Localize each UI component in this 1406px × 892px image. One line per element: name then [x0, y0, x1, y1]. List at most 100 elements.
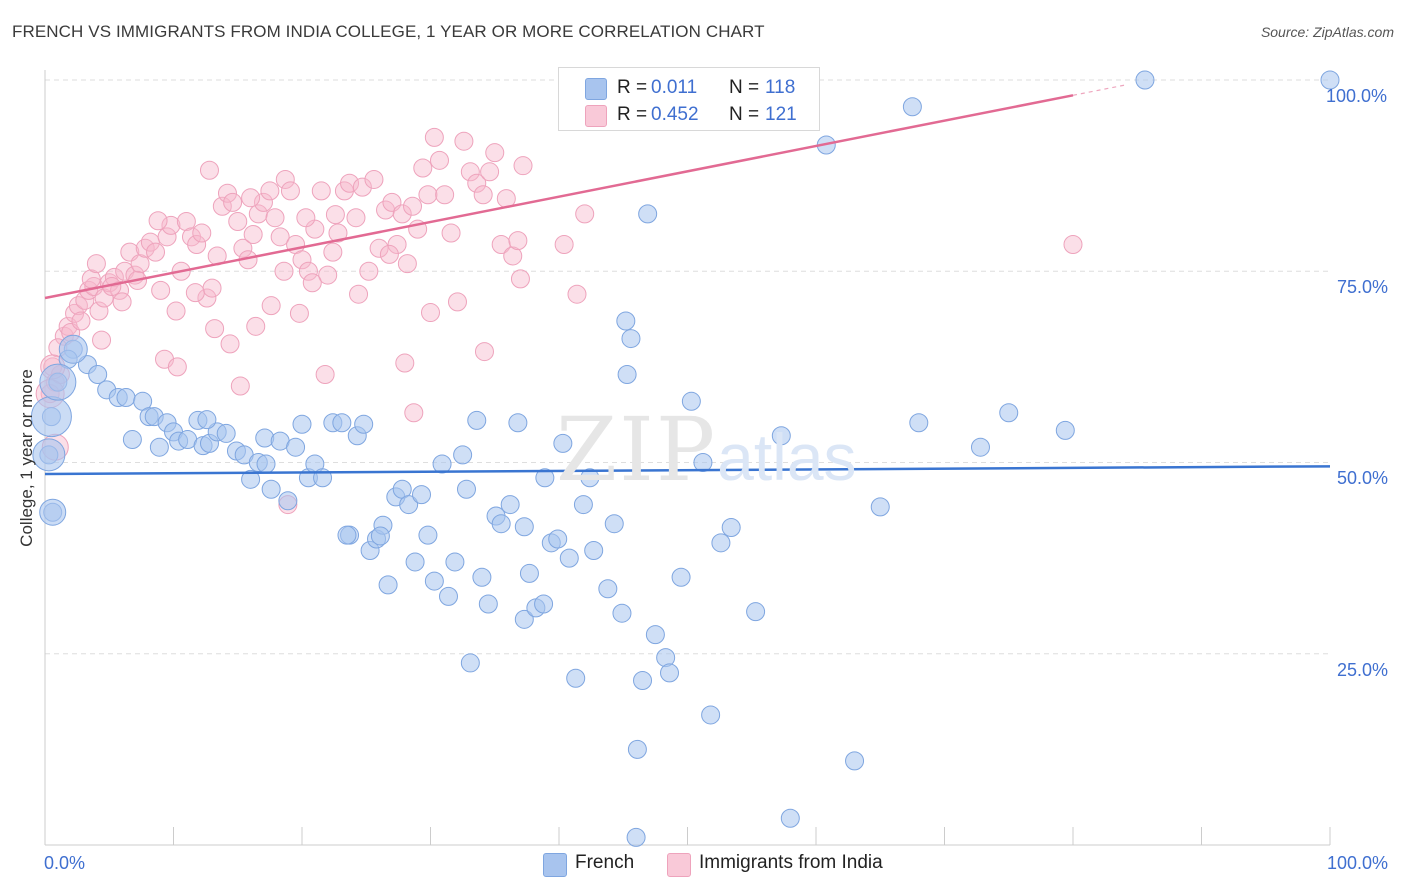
india-point — [513, 156, 533, 176]
legend-n-value-india: 121 — [765, 104, 797, 125]
grid-lines — [45, 79, 1330, 655]
india-point — [404, 403, 424, 423]
watermark-atlas: atlas — [717, 420, 857, 494]
india-point — [253, 192, 273, 212]
french-point — [424, 571, 444, 591]
india-point — [346, 208, 366, 228]
india-point — [485, 143, 505, 163]
legend-row-french: R = 0.011 N = 118 — [559, 74, 819, 102]
french-point — [701, 705, 721, 725]
india-point — [392, 204, 412, 224]
india-point — [187, 234, 207, 254]
french-point — [116, 387, 136, 407]
french-point — [970, 437, 990, 457]
french-point — [292, 414, 312, 434]
india-point — [176, 212, 196, 232]
french-point — [370, 526, 390, 546]
india-point — [421, 303, 440, 323]
french-point — [627, 739, 647, 759]
india-point — [135, 238, 155, 258]
french-point — [645, 625, 665, 645]
india-trend-line — [44, 94, 1074, 300]
french-point — [378, 575, 398, 595]
india-point — [71, 311, 91, 331]
french-point — [491, 514, 511, 534]
french-point — [573, 495, 593, 515]
french-legend-swatch — [543, 853, 567, 877]
french-point — [278, 491, 298, 511]
india-point — [328, 223, 348, 243]
french-point — [909, 413, 929, 433]
french-point — [681, 391, 701, 411]
french-point — [999, 403, 1019, 423]
french-point — [604, 514, 624, 534]
french-point — [534, 594, 554, 614]
french-point — [197, 410, 217, 430]
india-legend-label: Immigrants from India — [699, 852, 883, 873]
source-label: Source: ZipAtlas.com — [1260, 24, 1394, 40]
legend-row-india: R = 0.452 N = 121 — [559, 101, 819, 129]
india-point — [1063, 234, 1083, 254]
french-point — [535, 468, 555, 488]
french-point — [88, 365, 108, 385]
india-point — [243, 225, 263, 245]
french-point — [780, 808, 800, 828]
french-point — [514, 517, 534, 537]
french-point — [445, 552, 465, 572]
india-point — [379, 244, 399, 264]
french-point — [671, 567, 691, 587]
french-point — [584, 540, 604, 560]
india-point — [92, 330, 112, 350]
india-point — [296, 208, 316, 228]
french-point — [337, 525, 357, 545]
french-point — [617, 365, 637, 385]
trend-lines — [44, 84, 1331, 476]
india-point — [275, 169, 295, 189]
india-point — [270, 227, 290, 247]
french-point — [519, 563, 539, 583]
french-point — [286, 437, 306, 457]
india-point — [192, 223, 212, 243]
french-point — [711, 533, 731, 553]
india-point — [352, 177, 372, 197]
india-point — [115, 261, 135, 281]
french-point — [472, 567, 492, 587]
french-point — [149, 437, 169, 457]
french-point — [845, 751, 865, 771]
india-point — [289, 303, 309, 323]
india-point — [473, 185, 493, 205]
india-point — [387, 234, 407, 254]
watermark-zip: ZIP — [556, 398, 718, 501]
india-point — [567, 284, 587, 304]
india-point — [202, 278, 222, 298]
french-point — [500, 495, 520, 515]
india-point — [369, 238, 389, 258]
y-tick-label-25: 25.0% — [1337, 660, 1389, 680]
french-point — [548, 529, 568, 549]
india-point — [311, 181, 331, 201]
india-point — [467, 173, 487, 193]
india-point — [349, 284, 369, 304]
legend-n-label: N = — [729, 77, 760, 98]
india-point — [298, 261, 318, 281]
india-point — [413, 158, 433, 178]
french-point — [418, 525, 438, 545]
india-point — [246, 316, 266, 336]
india-point — [474, 342, 494, 362]
french-point — [255, 428, 275, 448]
india-trend-extension — [1072, 84, 1125, 96]
india-point — [167, 357, 187, 377]
french-point-large — [32, 438, 66, 472]
french-swatch — [585, 78, 607, 100]
french-point — [559, 548, 579, 568]
india-point — [220, 334, 240, 354]
french-point — [438, 586, 458, 606]
india-point — [185, 283, 205, 303]
india-point — [151, 280, 171, 300]
french-point — [453, 445, 473, 465]
legend-n-label: N = — [729, 104, 760, 125]
india-point — [148, 211, 168, 231]
legend-r-value-india: 0.452 — [651, 104, 699, 125]
french-point — [1135, 70, 1155, 90]
